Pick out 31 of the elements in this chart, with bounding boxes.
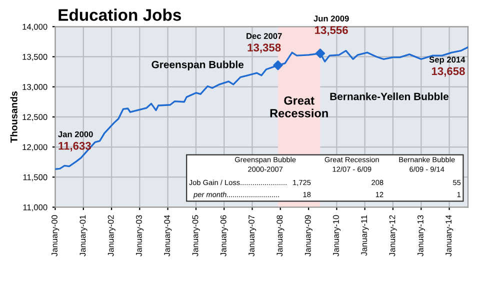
x-tick-label: January-02 (108, 215, 116, 256)
band-label: Great Recession (270, 96, 328, 118)
x-tick-label: January-00 (52, 215, 60, 256)
annotation: Jan 2000 11,633 (58, 131, 93, 152)
x-tick-label: January-03 (136, 215, 144, 256)
y-tick-label: 12,500 (22, 114, 48, 122)
annotation: Bernanke-Yellen Bubble (330, 92, 448, 100)
y-tick-label: 13,500 (22, 54, 48, 61)
x-tick-label: January-09 (304, 215, 312, 256)
y-tick-label: 12,000 (22, 144, 48, 152)
y-tick-label: 14,000 (22, 24, 48, 31)
x-tick-label: January-05 (192, 215, 200, 256)
y-tick-label: 11,500 (23, 174, 48, 182)
x-tick-label: January-06 (220, 215, 228, 256)
annotation: Dec 2007 13,358 (246, 33, 282, 54)
x-tick-label: January-10 (333, 215, 341, 256)
x-tick-label: January-08 (276, 215, 284, 256)
annotation: Jun 2009 13,556 (314, 16, 349, 36)
x-tick-label: January-12 (389, 215, 397, 256)
x-tick-label: January-11 (361, 215, 369, 256)
y-tick-label: 13,000 (22, 84, 48, 91)
y-tick-label: 11,000 (23, 204, 48, 212)
y-axis-title: Thousands (10, 91, 18, 143)
annotation: Sep 2014 13,658 (429, 56, 466, 77)
x-tick-label: January-13 (417, 215, 426, 256)
x-tick-label: January-14 (446, 215, 454, 256)
chart-title: Education Jobs (58, 8, 182, 21)
x-tick-label: January-01 (80, 215, 88, 256)
annotation: Greenspan Bubble (152, 60, 244, 70)
x-tick-label: January-07 (248, 215, 256, 256)
x-tick-label: January-04 (164, 215, 172, 256)
